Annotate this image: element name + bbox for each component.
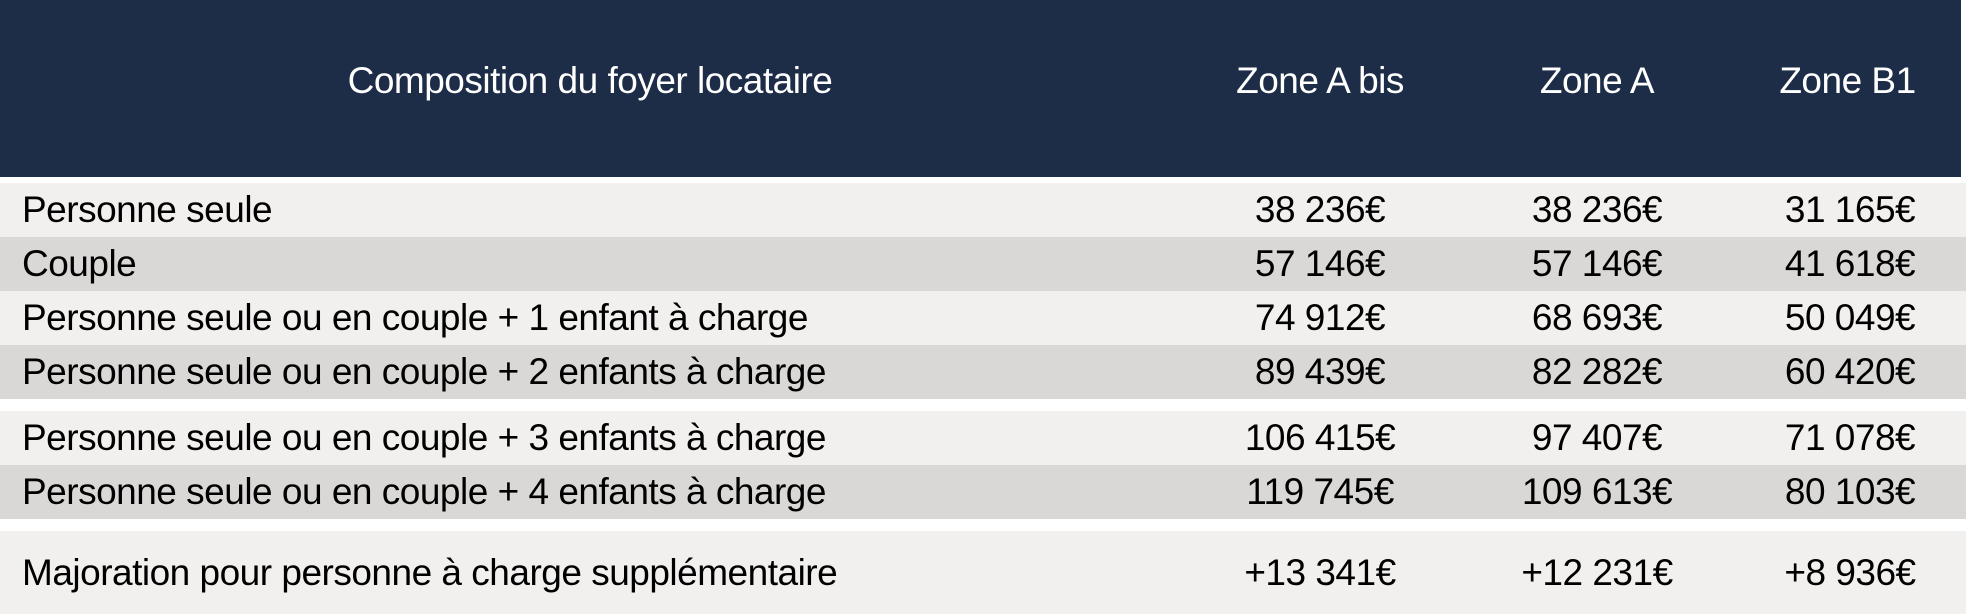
zone-a-bis-value: 106 415€: [1244, 417, 1396, 458]
zone-a-value: 109 613€: [1521, 471, 1673, 512]
zone-a-bis-value: +13 341€: [1244, 551, 1396, 593]
zone-a-value: 68 693€: [1531, 297, 1663, 338]
table-row: Personne seule ou en couple + 4 enfants …: [0, 465, 1966, 519]
table-row: Personne seule ou en couple + 1 enfant à…: [0, 291, 1966, 345]
zone-b1-value: 50 049€: [1784, 297, 1916, 338]
table-body: Personne seule 38 236€ 38 236€ 31 165€ Coupl…: [0, 183, 1966, 614]
table-row: Personne seule 38 236€ 38 236€ 31 165€: [0, 183, 1966, 237]
zone-a-bis-value: 74 912€: [1254, 297, 1386, 338]
zone-a-bis-value: 89 439€: [1254, 351, 1386, 392]
table-row: Couple 57 146€ 57 146€ 41 618€: [0, 237, 1966, 291]
table-header-row: Composition du foyer locataire Zone A bi…: [0, 0, 1966, 183]
household-label: Couple: [22, 243, 137, 284]
header-zone-a: Zone A: [1539, 59, 1655, 101]
zone-a-value: 57 146€: [1531, 243, 1663, 284]
table-row: Personne seule ou en couple + 2 enfants …: [0, 345, 1966, 399]
household-label: Personne seule ou en couple + 4 enfants …: [22, 471, 826, 512]
table-row: Majoration pour personne à charge supplé…: [0, 531, 1966, 614]
header-composition: Composition du foyer locataire: [347, 59, 833, 101]
header-zone-a-bis: Zone A bis: [1236, 59, 1404, 101]
zone-a-value: 82 282€: [1531, 351, 1663, 392]
zone-b1-value: 80 103€: [1784, 471, 1916, 512]
zone-a-bis-value: 57 146€: [1254, 243, 1386, 284]
zone-a-value: +12 231€: [1521, 551, 1673, 593]
household-label: Personne seule ou en couple + 3 enfants …: [22, 417, 826, 458]
zone-b1-value: 71 078€: [1784, 417, 1916, 458]
zone-a-value: 97 407€: [1531, 417, 1663, 458]
household-label: Personne seule ou en couple + 1 enfant à…: [22, 297, 808, 338]
zone-b1-value: 60 420€: [1784, 351, 1916, 392]
zone-a-value: 38 236€: [1531, 189, 1663, 230]
household-label: Personne seule ou en couple + 2 enfants …: [22, 351, 826, 392]
household-label: Personne seule: [22, 189, 273, 230]
zone-b1-value: +8 936€: [1784, 551, 1916, 593]
zone-b1-value: 31 165€: [1784, 189, 1916, 230]
zone-a-bis-value: 38 236€: [1254, 189, 1386, 230]
table-row: Personne seule ou en couple + 3 enfants …: [0, 411, 1966, 465]
zone-a-bis-value: 119 745€: [1246, 471, 1394, 512]
zone-b1-value: 41 618€: [1784, 243, 1916, 284]
household-label: Majoration pour personne à charge supplé…: [22, 551, 838, 593]
header-zone-b1: Zone B1: [1779, 59, 1916, 101]
